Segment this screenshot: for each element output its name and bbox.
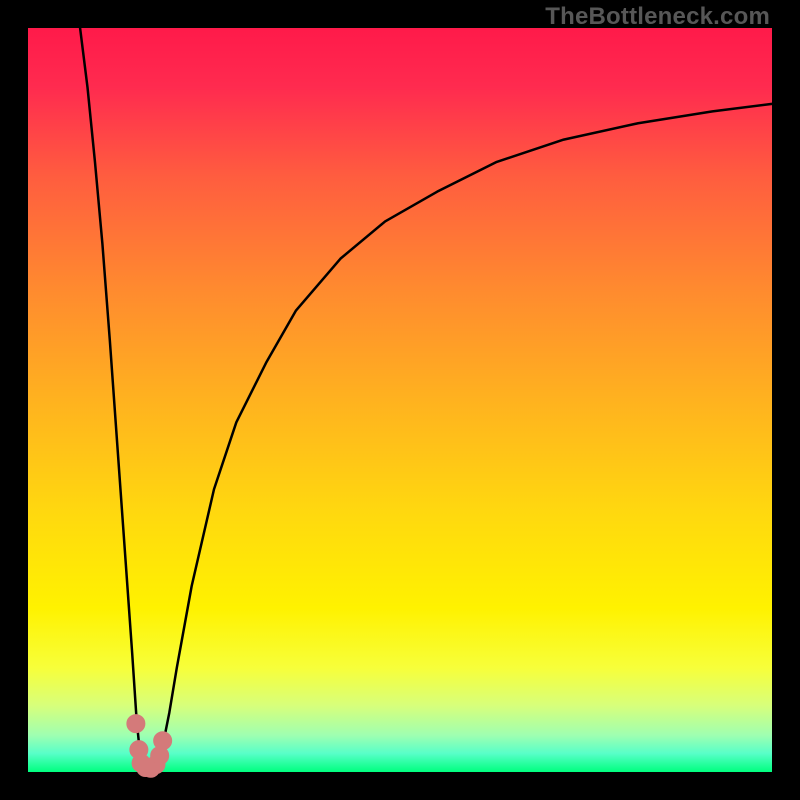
bottleneck-chart: TheBottleneck.com [0,0,800,800]
plot-area [28,28,772,772]
watermark-text: TheBottleneck.com [545,3,770,31]
